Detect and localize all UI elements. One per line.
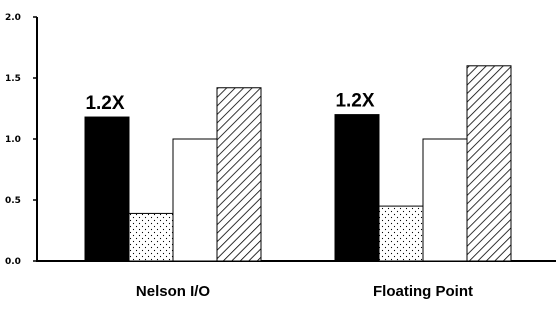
bar-white xyxy=(422,138,468,262)
bar-solid xyxy=(84,116,130,262)
bar-dots xyxy=(378,205,424,262)
category-label: Floating Point xyxy=(373,283,473,300)
y-tick-label: 2.0 xyxy=(5,13,21,23)
bar-solid xyxy=(334,114,380,262)
bar-dots xyxy=(128,212,174,262)
bar-white xyxy=(172,138,218,262)
data-label: 1.2X xyxy=(85,93,124,114)
y-tick-label: 0.5 xyxy=(5,196,21,206)
bar-diagonal-hatch xyxy=(466,65,512,262)
bars xyxy=(84,65,512,262)
y-tick-label: 0.0 xyxy=(5,257,21,267)
y-tick-label: 1.0 xyxy=(5,135,21,145)
data-label: 1.2X xyxy=(335,91,374,112)
labels: Nelson I/O Floating Point 1.2X 1.2X xyxy=(85,91,473,300)
category-label: Nelson I/O xyxy=(136,283,211,300)
bar-diagonal-hatch xyxy=(216,87,262,262)
y-tick-label: 1.5 xyxy=(5,74,21,84)
